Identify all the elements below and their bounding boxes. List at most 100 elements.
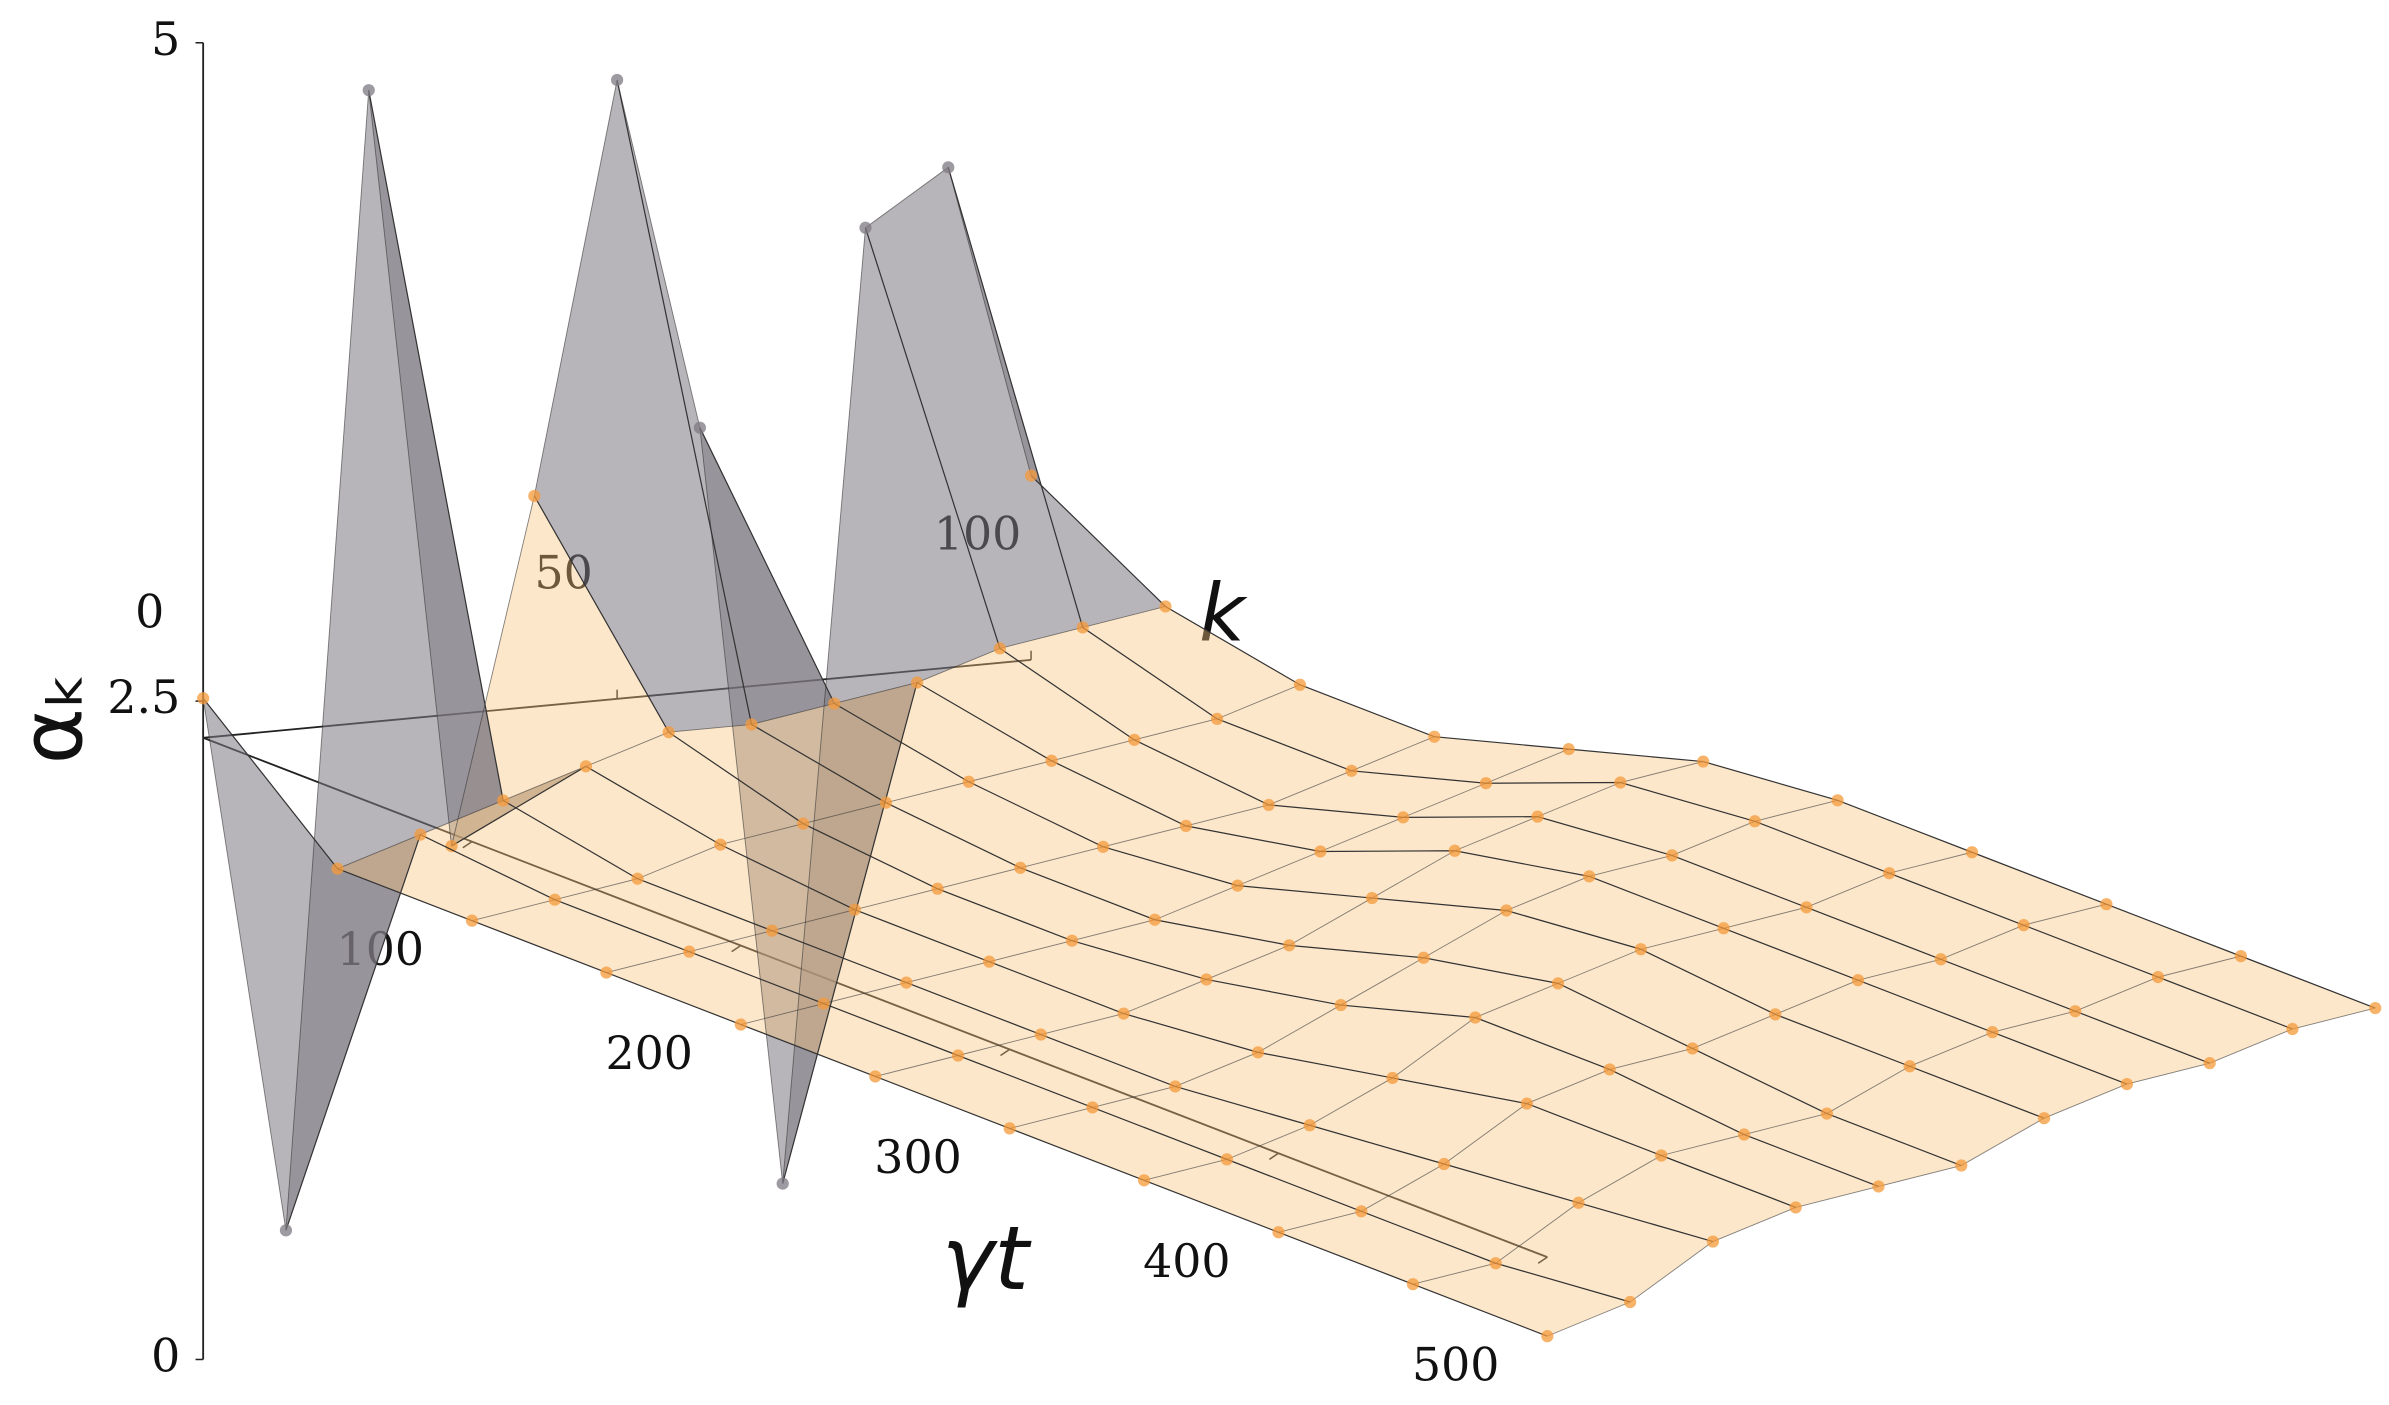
- surface-patch: [1806, 873, 2024, 960]
- surface-point: [1417, 951, 1430, 964]
- surface-patch: [854, 888, 1072, 962]
- surface-point: [1355, 1205, 1368, 1218]
- surface-point: [1365, 891, 1379, 905]
- surface-point: [1128, 733, 1141, 746]
- surface-point: [951, 1049, 965, 1062]
- surface-point: [1406, 1278, 1420, 1291]
- surface-patch: [1692, 1014, 1910, 1114]
- surface-point: [2069, 1005, 2082, 1018]
- surface-patch: [1620, 761, 1838, 822]
- surface-patch: [1485, 749, 1704, 784]
- surface-point: [693, 421, 707, 434]
- surface-patch: [203, 698, 421, 1231]
- surface-patch: [1144, 1159, 1362, 1233]
- surface-point: [745, 718, 758, 731]
- surface-point: [1293, 678, 1307, 691]
- t-axis-title: γt: [942, 1207, 1032, 1310]
- surface-point: [1500, 904, 1513, 917]
- surface-point: [683, 945, 696, 958]
- surface-point: [765, 924, 779, 937]
- surface-patch: [503, 766, 721, 879]
- z-tick-label: 2.5: [107, 670, 180, 724]
- surface-point: [859, 221, 872, 234]
- surface-point: [1634, 943, 1647, 956]
- surface-point: [1520, 1097, 1533, 1110]
- t-tick: [1000, 1048, 1011, 1057]
- surface-patch: [751, 703, 969, 803]
- surface-point: [2286, 1022, 2299, 1036]
- surface-patch: [1723, 907, 1941, 981]
- surface-point: [1469, 1011, 1482, 1024]
- surface-point: [1034, 1028, 1047, 1041]
- surface-patch: [948, 167, 1166, 628]
- surface-patch: [1185, 804, 1404, 852]
- surface-patch: [1268, 770, 1486, 818]
- surface-patch: [1661, 1134, 1879, 1208]
- t-tick: [462, 841, 473, 849]
- surface-point: [1211, 712, 1224, 725]
- z-tick-label: 5: [151, 12, 180, 66]
- surface-point: [1614, 776, 1627, 789]
- surface-point: [1531, 810, 1544, 823]
- surface-patch: [1826, 1066, 2045, 1166]
- surface-patch: [1454, 816, 1673, 877]
- surface-patch: [1258, 1005, 1476, 1078]
- surface-patch: [1589, 855, 1807, 929]
- surface-patch: [1858, 959, 2076, 1033]
- surface-patch: [865, 167, 1083, 649]
- surface-point: [1541, 1330, 1554, 1343]
- surface-point: [1955, 1159, 1968, 1172]
- surface-patch: [1051, 739, 1269, 826]
- surface-point: [1665, 849, 1679, 862]
- surface-point: [2203, 1057, 2216, 1070]
- surface-point: [1014, 861, 1027, 874]
- surface-point: [1748, 815, 1761, 828]
- surface-patch: [803, 802, 1021, 889]
- surface-point: [1883, 867, 1896, 880]
- surface-patch: [1444, 1103, 1662, 1203]
- surface-patch: [1372, 850, 1590, 911]
- surface-patch: [1992, 1011, 2210, 1085]
- surface-patch: [1226, 1125, 1445, 1212]
- surface-patch: [1537, 782, 1755, 856]
- surface-point: [2369, 1001, 2382, 1015]
- surface-patch: [689, 930, 907, 1004]
- surface-point: [828, 697, 841, 710]
- surface-point: [1272, 1226, 1285, 1239]
- surface-point: [1283, 939, 1296, 952]
- surface-patch: [1278, 1211, 1496, 1285]
- surface-point: [1697, 755, 1710, 768]
- surface-patch: [1640, 928, 1859, 1015]
- surface-patch: [471, 899, 690, 973]
- surface-patch: [823, 982, 1041, 1056]
- alpha-axis-title: αₖ: [3, 672, 102, 765]
- surface-point: [1428, 730, 1441, 743]
- surface-point: [962, 775, 975, 788]
- t-tick: [731, 944, 742, 953]
- surface-point: [1437, 1157, 1451, 1171]
- surface-point: [1024, 469, 1038, 482]
- surface-point: [197, 692, 210, 705]
- surface-point: [2120, 1077, 2134, 1091]
- surface-patch: [1082, 606, 1300, 719]
- surface-patch: [637, 844, 855, 931]
- surface-patch: [1775, 980, 1993, 1067]
- surface-patch: [1340, 957, 1559, 1018]
- surface-point: [1251, 1046, 1265, 1059]
- surface-patch: [771, 909, 990, 983]
- surface-patch: [1578, 1155, 1796, 1242]
- surface-patch: [740, 1003, 959, 1077]
- surface-patch: [668, 724, 886, 824]
- surface-patch: [1403, 782, 1621, 818]
- surface-point: [1076, 621, 1089, 634]
- t-tick: [1268, 1152, 1279, 1161]
- surface-point: [1386, 1071, 1399, 1085]
- surface-point: [797, 817, 810, 830]
- surface-point: [1065, 934, 1079, 947]
- surface-patch: [1475, 983, 1693, 1070]
- surface-patch: [1175, 1052, 1393, 1126]
- surface-point: [1097, 840, 1110, 853]
- surface-patch: [1320, 816, 1538, 852]
- t-tick-label: 500: [1412, 1338, 1499, 1392]
- z-tick-label: 0: [151, 1328, 180, 1382]
